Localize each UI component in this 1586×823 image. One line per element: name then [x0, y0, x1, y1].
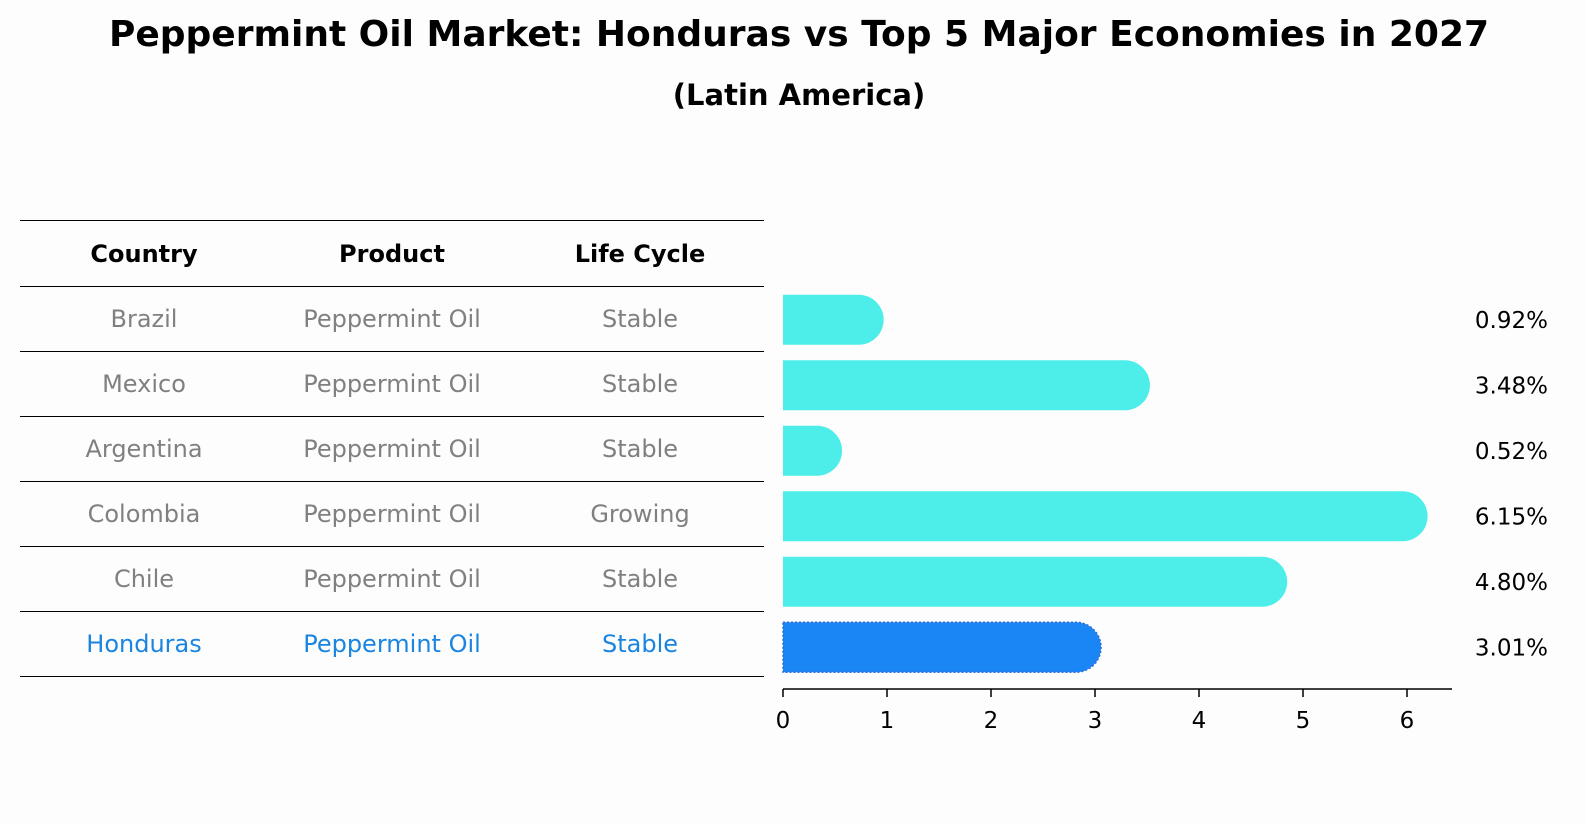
- cell-product: Peppermint Oil: [303, 565, 481, 593]
- bar-mexico: [783, 360, 1150, 411]
- chart-subtitle: (Latin America): [672, 78, 926, 112]
- bar-colombia: [783, 491, 1428, 542]
- cell-life-cycle: Stable: [601, 435, 679, 463]
- value-label-colombia: 6.15%: [1475, 504, 1548, 530]
- data-table: Country Product Life Cycle Brazil Pepper…: [20, 220, 764, 677]
- table-row: Argentina Peppermint Oil Stable: [20, 417, 764, 482]
- cell-country: Argentina: [85, 435, 203, 463]
- cell-product: Peppermint Oil: [303, 305, 481, 333]
- value-label-honduras: 3.01%: [1475, 635, 1548, 661]
- cell-life-cycle: Stable: [601, 630, 679, 658]
- x-tick-label: 2: [984, 708, 999, 734]
- cell-product: Peppermint Oil: [303, 435, 481, 463]
- value-label-chile: 4.80%: [1475, 570, 1548, 596]
- cell-product: Peppermint Oil: [303, 370, 481, 398]
- value-label-argentina: 0.52%: [1475, 439, 1548, 465]
- value-label-brazil: 0.92%: [1475, 308, 1548, 334]
- x-tick-label: 6: [1400, 708, 1415, 734]
- cell-product: Peppermint Oil: [303, 630, 481, 658]
- x-tick-label: 0: [776, 708, 791, 734]
- bar-highlight-outline: [782, 621, 1102, 673]
- cell-country: Honduras: [86, 630, 202, 658]
- cell-product: Peppermint Oil: [303, 500, 481, 528]
- cell-country: Colombia: [87, 500, 201, 528]
- cell-country: Mexico: [102, 370, 186, 398]
- x-tick-label: 5: [1296, 708, 1311, 734]
- bar-chile: [783, 556, 1288, 607]
- cell-life-cycle: Stable: [601, 305, 679, 333]
- header-product: Product: [339, 239, 445, 268]
- cell-life-cycle: Stable: [601, 370, 679, 398]
- header-country: Country: [90, 239, 198, 268]
- table-row: Chile Peppermint Oil Stable: [20, 547, 764, 612]
- x-tick-label: 3: [1088, 708, 1103, 734]
- header-life-cycle: Life Cycle: [574, 239, 706, 268]
- cell-country: Chile: [113, 565, 175, 593]
- cell-life-cycle: Growing: [590, 500, 690, 528]
- bar-honduras: [783, 622, 1102, 673]
- table-row: Colombia Peppermint Oil Growing: [20, 482, 764, 547]
- table-header-row: Country Product Life Cycle: [20, 220, 764, 287]
- bar-brazil: [783, 294, 884, 345]
- value-label-mexico: 3.48%: [1475, 373, 1548, 399]
- x-tick-label: 4: [1192, 708, 1207, 734]
- x-tick-label: 1: [880, 708, 895, 734]
- table-row: Brazil Peppermint Oil Stable: [20, 287, 764, 352]
- table-row-highlight: Honduras Peppermint Oil Stable: [20, 612, 764, 677]
- cell-life-cycle: Stable: [601, 565, 679, 593]
- chart-title: Peppermint Oil Market: Honduras vs Top 5…: [108, 14, 1490, 55]
- bar-argentina: [783, 425, 843, 476]
- table-row: Mexico Peppermint Oil Stable: [20, 352, 764, 417]
- cell-country: Brazil: [110, 305, 178, 333]
